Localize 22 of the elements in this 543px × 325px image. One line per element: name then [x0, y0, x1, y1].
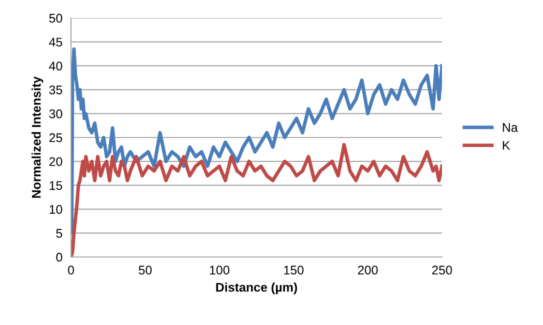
y-tick-label: 10	[50, 205, 62, 214]
y-tick-label: 0	[56, 252, 62, 262]
y-tick-label: 40	[49, 62, 62, 70]
legend-label: K	[502, 141, 510, 150]
x-tick-label: 200	[358, 266, 378, 275]
line-series	[71, 47, 442, 235]
y-tick-label: 35	[49, 86, 62, 94]
y-tick-label: 25	[49, 133, 62, 142]
x-tick-label: 50	[138, 266, 152, 275]
y-tick-label: 20	[49, 157, 62, 166]
y-tick-label: 30	[49, 109, 62, 118]
x-tick-label: 250	[432, 266, 452, 275]
x-tick-label: 100	[210, 266, 230, 275]
y-tick-label: 45	[49, 38, 62, 47]
legend-label: Na	[502, 123, 518, 132]
x-tick-label: 0	[68, 266, 74, 275]
x-axis-title: Distance (µm)	[216, 282, 297, 294]
x-tick-label: 150	[284, 266, 304, 275]
y-tick-label: 15	[50, 181, 62, 190]
y-tick-label: 5	[56, 229, 62, 238]
y-axis-title: Normalized Intensity	[32, 76, 44, 198]
y-tick-label: 50	[49, 14, 62, 23]
